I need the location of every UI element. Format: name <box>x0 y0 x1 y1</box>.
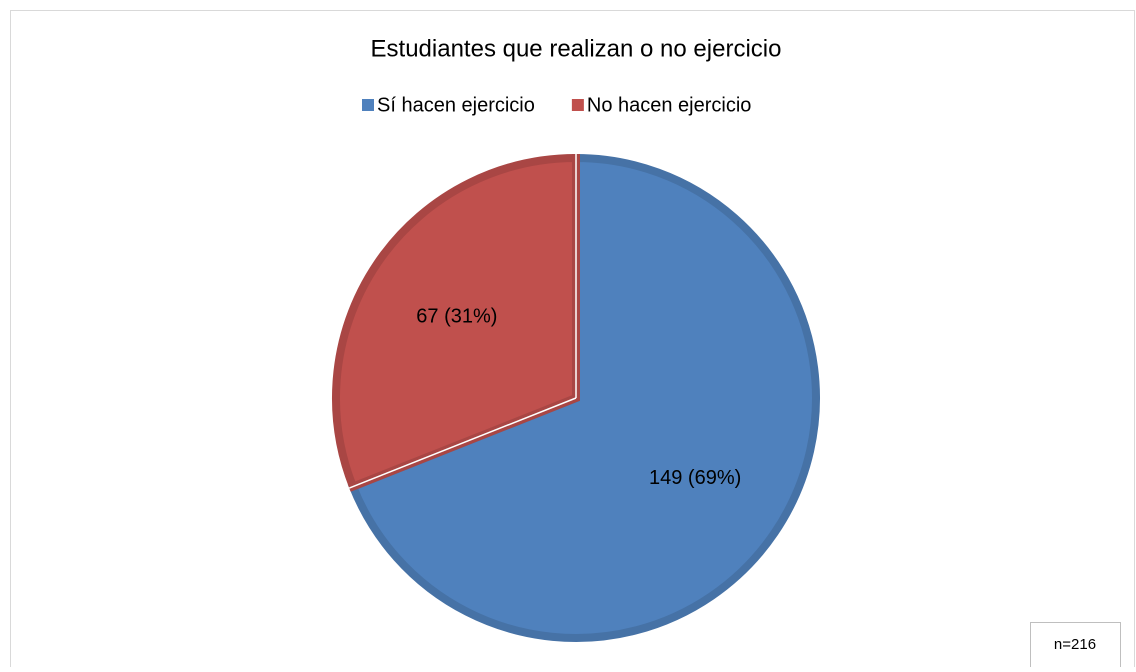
slice-separator <box>348 397 577 489</box>
legend-label: No hacen ejercicio <box>587 94 752 116</box>
pie-slice <box>347 153 820 642</box>
data-label: 67 (31%) <box>416 305 497 327</box>
legend-swatch <box>362 99 374 111</box>
data-label: 149 (69%) <box>649 467 741 489</box>
pie-slice <box>332 153 580 492</box>
annotation: n=216 <box>1054 636 1096 653</box>
legend-swatch <box>571 99 584 111</box>
chart-title: Estudiantes que realizan o no ejercicio <box>371 35 782 62</box>
legend-label: Sí hacen ejercicio <box>377 94 535 116</box>
annotation-box <box>1030 622 1121 672</box>
